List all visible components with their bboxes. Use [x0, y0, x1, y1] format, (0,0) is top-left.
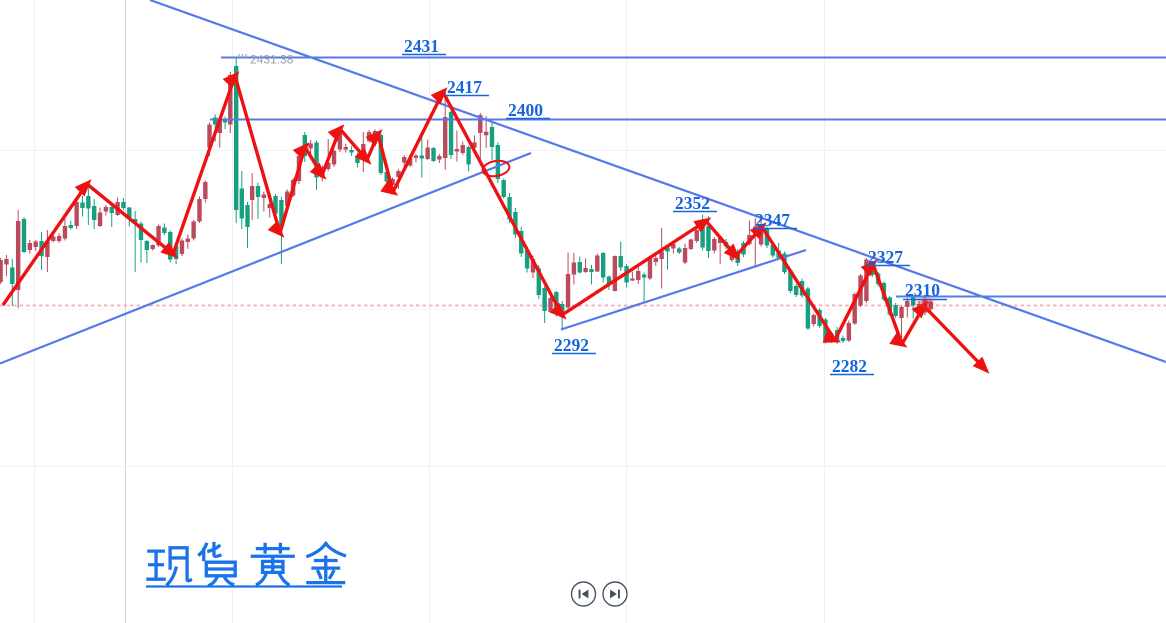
svg-text:2431: 2431 [404, 36, 439, 56]
svg-text:2417: 2417 [447, 77, 482, 97]
svg-text:2352: 2352 [675, 193, 710, 213]
svg-text:2310: 2310 [905, 280, 940, 300]
svg-text:2282: 2282 [832, 356, 867, 376]
svg-text:2347: 2347 [755, 210, 790, 230]
svg-text:2327: 2327 [868, 247, 903, 267]
svg-text:2431.38: 2431.38 [250, 53, 294, 67]
svg-text:2292: 2292 [554, 335, 589, 355]
svg-text:2400: 2400 [508, 100, 543, 120]
